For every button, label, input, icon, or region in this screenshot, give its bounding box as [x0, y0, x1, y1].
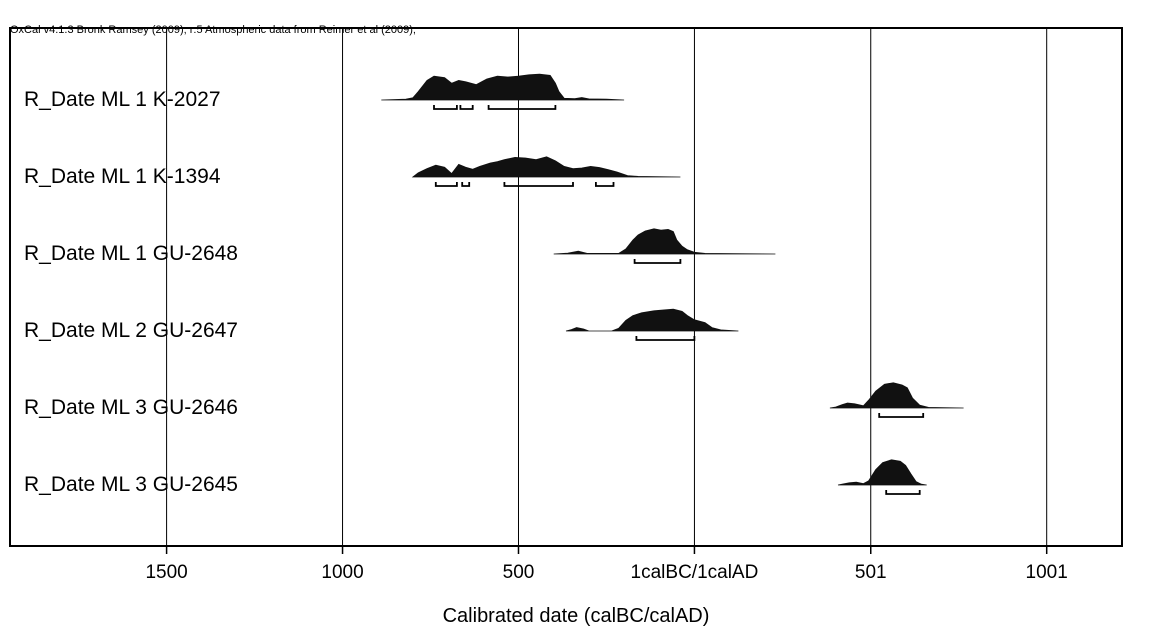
probability-distribution [837, 459, 927, 486]
hpd-range-bracket [633, 259, 682, 264]
date-label: R_Date ML 3 GU-2645 [24, 473, 238, 496]
oxcal-header: OxCal v4.1.3 Bronk Ramsey (2009); r:5 At… [10, 24, 416, 36]
x-axis-ticks: 1500 1000 500 1calBC/1calAD 501 1001 [145, 546, 1068, 583]
hpd-range-bracket [595, 182, 615, 187]
hpd-range-bracket [434, 182, 458, 187]
probability-distribution [829, 382, 964, 409]
probability-distribution [411, 156, 681, 178]
hpd-range-bracket [635, 336, 696, 341]
probability-distribution [565, 308, 739, 332]
date-label: R_Date ML 1 GU-2648 [24, 242, 238, 265]
x-tick-label: 1001 [1026, 562, 1068, 583]
x-tick-label: 501 [855, 562, 887, 583]
probability-distribution [381, 73, 625, 101]
hpd-range-bracket [461, 182, 471, 187]
hpd-range-bracket [885, 490, 921, 495]
date-label: R_Date ML 1 K-1394 [24, 165, 221, 188]
hpd-range-bracket [433, 105, 458, 110]
row-labels: R_Date ML 1 K-2027 R_Date ML 1 K-1394 R_Da… [24, 88, 238, 496]
date-label: R_Date ML 2 GU-2647 [24, 319, 238, 342]
x-axis-title: Calibrated date (calBC/calAD) [443, 605, 710, 627]
date-label: R_Date ML 1 K-2027 [24, 88, 221, 111]
x-tick-label: 500 [503, 562, 535, 583]
date-label: R_Date ML 3 GU-2646 [24, 396, 238, 419]
x-tick-label: 1000 [321, 562, 363, 583]
probability-distribution [553, 228, 776, 255]
hpd-range-bracket [503, 182, 574, 187]
plot-frame [9, 27, 1123, 547]
hpd-range-bracket [487, 105, 557, 110]
x-tick-label: 1calBC/1calAD [631, 562, 759, 583]
hpd-range-bracket [878, 413, 925, 418]
series-layer [381, 73, 964, 495]
x-tick-label: 1500 [145, 562, 187, 583]
gridlines [166, 28, 1048, 546]
hpd-range-bracket [459, 105, 474, 110]
